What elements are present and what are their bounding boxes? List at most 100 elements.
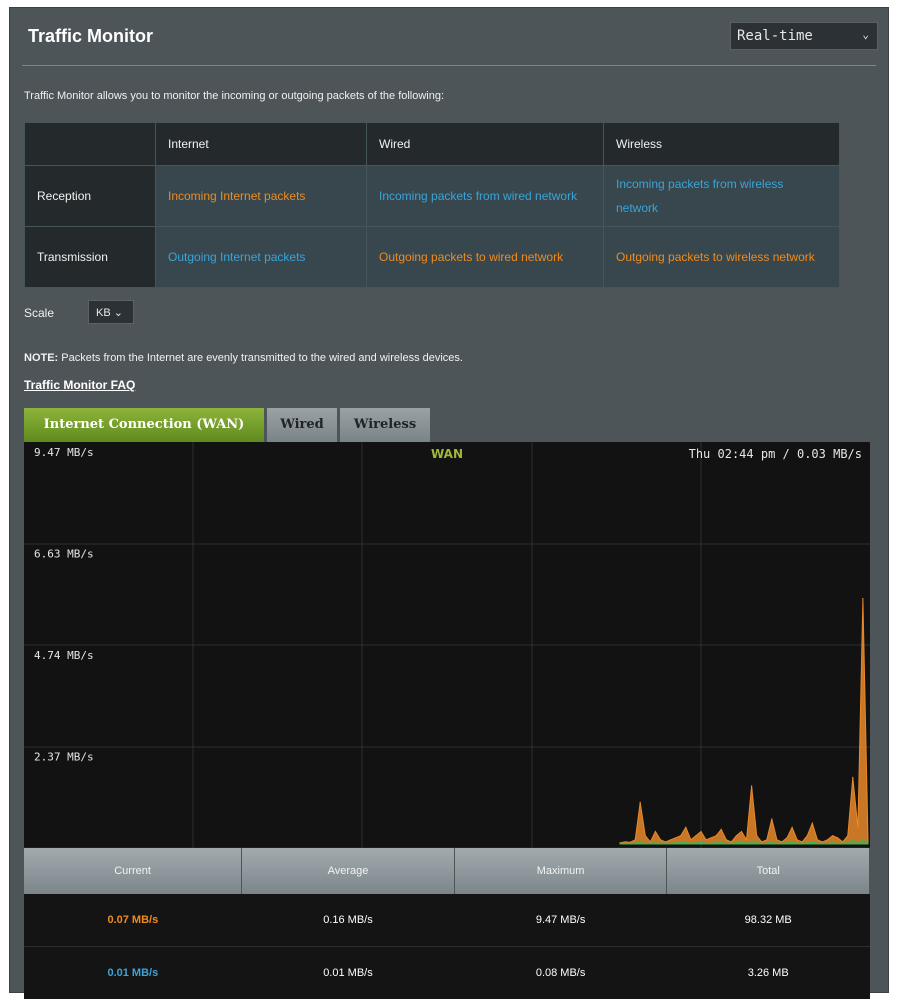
chart-point [731,843,732,844]
chart-point [822,841,823,842]
chart-point [721,842,722,843]
chart-point [665,841,666,842]
chart-point [776,839,777,840]
chart-point [756,842,757,843]
chart-point [680,835,681,836]
chart-point [847,835,848,836]
chart-point [797,843,798,844]
reception-internet-cell: Incoming Internet packets [156,166,367,227]
chart-point [670,839,671,840]
chart-point [786,837,787,838]
traffic-monitor-panel: Traffic Monitor Real-time ⌄ Traffic Moni… [10,8,888,992]
chart-point [837,837,838,838]
chart-point [751,785,752,786]
stats-maximum-value: 0.08 MB/s [454,947,667,999]
stats-table: Current Average Maximum Total 0.07 MB/s … [24,848,870,999]
tab-wireless[interactable]: Wireless [340,408,430,442]
note-prefix: NOTE: [24,352,58,364]
chart-point [832,842,833,843]
chart-point [685,827,686,828]
stats-current-value: 0.07 MB/s [24,894,242,947]
chart-point [827,843,828,844]
chart-point [807,842,808,843]
chart-point [766,843,767,844]
chart-point [852,840,853,841]
chart-point [786,842,787,843]
chart-point [736,835,737,836]
chart-point [746,843,747,844]
chart-point [731,841,732,842]
row-header-reception: Reception [25,166,156,227]
chart-point [700,831,701,832]
scale-select[interactable]: KB ⌄ [88,300,134,324]
chart-point [721,829,722,830]
info-row-transmission: Transmission Outgoing Internet packets O… [25,227,840,288]
time-range-value: Real-time [737,28,813,44]
reception-wired-cell: Incoming packets from wired network [367,166,604,227]
chart-point [852,777,853,778]
stats-maximum-value: 9.47 MB/s [454,894,667,947]
chart-point [822,843,823,844]
column-header-wired: Wired [367,123,604,166]
chart-point [781,843,782,844]
chart-point [797,839,798,840]
transmission-internet-cell: Outgoing Internet packets [156,227,367,288]
stats-header-maximum: Maximum [454,848,667,894]
chart-point [675,837,676,838]
chart-point [746,839,747,840]
reception-wireless-cell: Incoming packets from wireless network [604,166,840,227]
chart-point [817,839,818,840]
chart-point [705,839,706,840]
traffic-monitor-faq-link[interactable]: Traffic Monitor FAQ [24,378,135,392]
chart-point [832,835,833,836]
stats-average-value: 0.01 MB/s [242,947,455,999]
chart-status-text: Thu 02:44 pm / 0.03 MB/s [689,447,862,461]
stats-header-average: Average [242,848,455,894]
chart-point [660,839,661,840]
chart-point [655,842,656,843]
chart-point [690,839,691,840]
chart-point [857,842,858,843]
chart-point [619,843,620,844]
chart-point [842,843,843,844]
info-header-row: Internet Wired Wireless [25,123,840,166]
chart-point [741,842,742,843]
traffic-info-table: Internet Wired Wireless Reception Incomi… [24,122,840,288]
y-tick-label: 9.47 MB/s [34,446,94,459]
transmission-wired-cell: Outgoing packets to wired network [367,227,604,288]
chart-point [802,841,803,842]
chart-point [685,842,686,843]
time-range-select[interactable]: Real-time ⌄ [730,22,878,50]
chart-point [690,843,691,844]
chart-point [695,842,696,843]
chart-point [751,840,752,841]
chart-point [827,839,828,840]
chart-point [635,839,636,840]
stats-row-reception: 0.07 MB/s 0.16 MB/s 9.47 MB/s 98.32 MB [24,894,870,947]
chart-point [645,843,646,844]
chart-point [771,818,772,819]
y-tick-label: 2.37 MB/s [34,751,94,764]
column-header-internet: Internet [156,123,367,166]
chart-point [867,843,868,844]
chart-point [625,841,626,842]
page-title: Traffic Monitor [28,26,153,47]
chart-point [675,842,676,843]
stats-row-transmission: 0.01 MB/s 0.01 MB/s 0.08 MB/s 3.26 MB [24,947,870,999]
chart-point [670,843,671,844]
chart-title: WAN [431,447,463,461]
chart-point [650,843,651,844]
chart-point [726,839,727,840]
stats-header-current: Current [24,848,242,894]
chart-point [792,827,793,828]
stats-total-value: 98.32 MB [667,894,870,947]
tab-internet-connection-wan[interactable]: Internet Connection (WAN) [24,408,264,442]
column-header-wireless: Wireless [604,123,840,166]
y-tick-label: 4.74 MB/s [34,649,94,662]
chart-point [792,842,793,843]
chart-point [640,841,641,842]
scale-value: KB [96,307,111,319]
chart-point [635,843,636,844]
tab-wired[interactable]: Wired [267,408,337,442]
